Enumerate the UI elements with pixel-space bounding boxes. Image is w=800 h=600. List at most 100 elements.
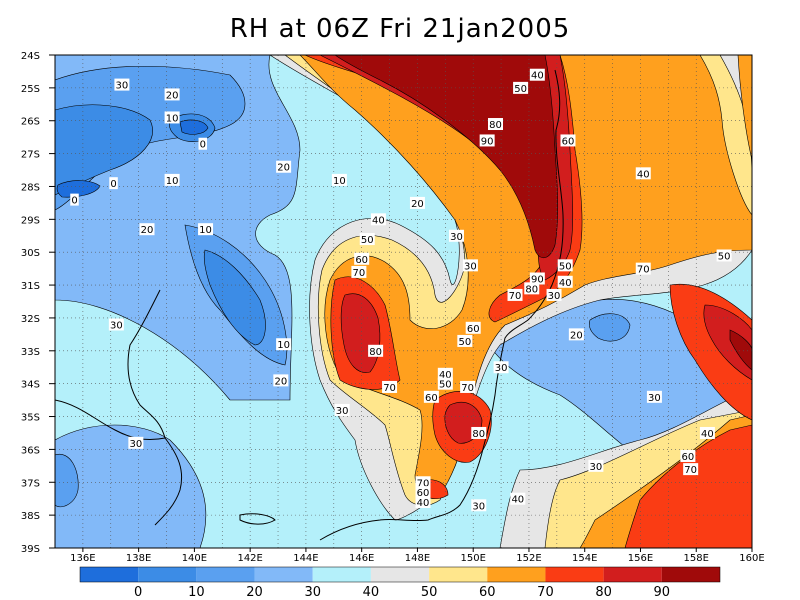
contour-label-box [276, 338, 292, 351]
contour-label: 40 [559, 278, 572, 289]
colorbar-tick-label: 30 [304, 585, 321, 600]
contour-label: 50 [514, 84, 527, 95]
contour-label-box [471, 499, 487, 512]
lon-tick-label: 140E [182, 553, 207, 564]
contour-label-box [462, 259, 478, 272]
latitude-tick-labels: 24S 25S 26S 27S 28S 29S 30S 31S 32S 33S 34S 35S 36S 3… [21, 51, 55, 555]
contour-label: 90 [531, 274, 544, 285]
kangaroo-island [239, 513, 276, 525]
contour-label-box [557, 275, 573, 288]
contour-label-box [635, 262, 651, 275]
contour-region-12 [179, 119, 209, 135]
contour-label: 20 [277, 163, 290, 174]
contour-label: 40 [531, 71, 544, 82]
contour-label: 30 [648, 393, 661, 404]
contour-label: 30 [450, 232, 463, 243]
lat-tick-label: 30S [21, 248, 40, 259]
lat-tick-label: 37S [21, 478, 40, 489]
lat-tick-label: 36S [21, 445, 40, 456]
contour-region-2 [55, 424, 207, 548]
contour-label: 20 [411, 199, 424, 210]
contour-label-box [471, 426, 487, 439]
contour-label: 30 [464, 261, 477, 272]
lon-tick-label: 136E [70, 553, 95, 564]
colorbar-swatch [138, 567, 197, 582]
contour-label-box [382, 380, 398, 393]
contour-label-box [415, 476, 431, 489]
lat-tick-label: 31S [21, 281, 40, 292]
contour-label-box [465, 321, 481, 334]
contour-label: 60 [682, 452, 695, 463]
contour-label-box [457, 334, 473, 347]
rh-contour-field [55, 55, 752, 548]
contour-label: 10 [166, 113, 179, 124]
contour-label-box [510, 492, 526, 505]
contour-label-box [334, 403, 350, 416]
contour-label-box [507, 288, 523, 301]
contour-label-box [546, 288, 562, 301]
contour-label-box [415, 486, 431, 499]
lat-tick-label: 38S [21, 511, 40, 522]
contour-label: 40 [417, 498, 430, 509]
lon-tick-label: 146E [349, 553, 374, 564]
contour-label-box [716, 249, 732, 262]
contour-label: 50 [439, 380, 452, 391]
contour-label-box [560, 134, 576, 147]
contour-label: 40 [372, 215, 385, 226]
contour-label: 90 [481, 136, 494, 147]
colorbar-frame [79, 566, 721, 583]
contour-label: 40 [439, 370, 452, 381]
colorbar-tick-label: 50 [421, 585, 438, 600]
contour-label-box [70, 193, 79, 206]
contour-region-10 [203, 249, 266, 346]
colorbar-swatch [196, 567, 255, 582]
colorbar-swatch [487, 567, 546, 582]
contour-region-7 [55, 453, 79, 508]
contour-label: 70 [461, 383, 474, 394]
contour-label: 10 [199, 225, 212, 236]
contour-label-box [273, 374, 289, 387]
contour-label-box [524, 282, 540, 295]
colorbar-tick-label: 40 [363, 585, 380, 600]
contour-label: 30 [129, 439, 142, 450]
contour-label-box [128, 436, 144, 449]
lat-tick-label: 34S [21, 380, 40, 391]
contour-label: 40 [511, 495, 524, 506]
contour-label: 50 [458, 337, 471, 348]
lat-tick-label: 32S [21, 314, 40, 325]
lat-tick-label: 28S [21, 182, 40, 193]
colorbar-swatch [312, 567, 371, 582]
contour-label-box [683, 463, 699, 476]
contour-label-box [493, 361, 509, 374]
contour-label: 80 [472, 429, 485, 440]
contour-label-box [699, 426, 715, 439]
contour-label-box [331, 173, 347, 186]
contour-label: 10 [333, 176, 346, 187]
colorbar-swatch [370, 567, 430, 582]
contour-label: 60 [467, 324, 480, 335]
contour-label-box [513, 81, 529, 94]
lon-tick-label: 142E [237, 553, 262, 564]
contour-label: 30 [495, 363, 508, 374]
contour-label: 60 [425, 393, 438, 404]
colorbar-swatch [429, 567, 488, 582]
contour-label: 20 [274, 376, 287, 387]
contour-region-11 [56, 180, 101, 198]
contour-label-box [198, 223, 214, 236]
lat-tick-label: 26S [21, 117, 40, 128]
colorbar-tick-label: 10 [188, 585, 205, 600]
colorbar-tick-label: 70 [537, 585, 554, 600]
contour-label-box [164, 88, 180, 101]
contour-region-31 [729, 329, 752, 371]
map-frame [54, 54, 753, 549]
colorbar: 0 10 20 30 40 50 60 70 80 90 [79, 566, 721, 600]
contour-label-box [409, 196, 425, 209]
lon-tick-label: 160E [739, 553, 764, 564]
contour-label: 60 [355, 255, 368, 266]
gulf-coast [127, 289, 166, 439]
longitude-tick-labels: 136E 138E 140E 142E 144E 146E 148E 150E 152E 154E… [70, 548, 765, 564]
contour-label-box [646, 390, 662, 403]
contour-label-box [557, 259, 573, 272]
